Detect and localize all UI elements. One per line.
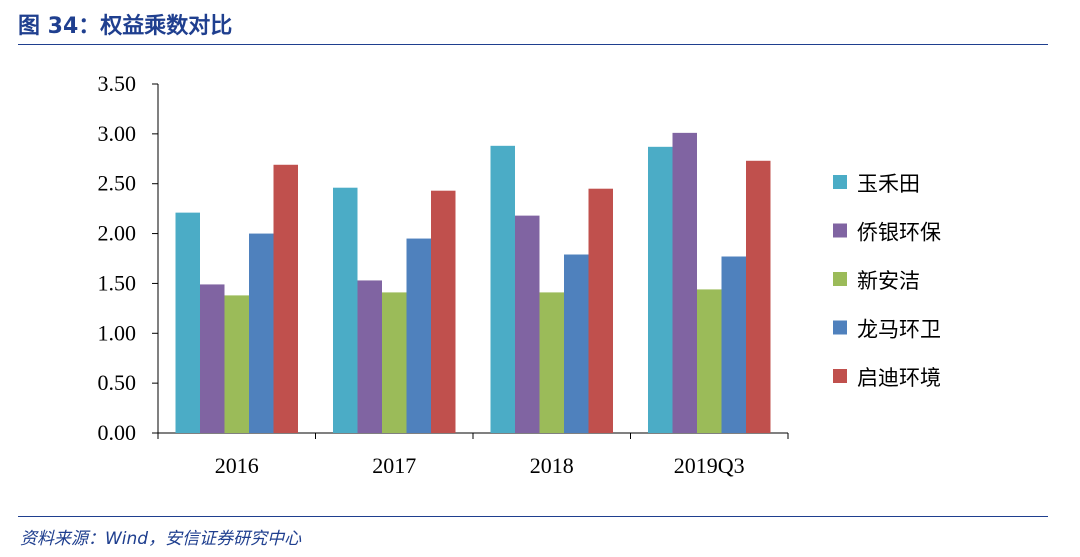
bar: [515, 215, 540, 433]
bar: [746, 160, 771, 433]
y-tick-label: 3.50: [98, 71, 137, 96]
bar: [431, 190, 456, 433]
legend-swatch: [833, 272, 847, 286]
title-divider: [18, 44, 1048, 45]
bar: [539, 292, 564, 433]
y-tick-label: 1.50: [98, 270, 137, 295]
bar: [249, 233, 274, 433]
bar: [672, 132, 697, 434]
legend-swatch: [833, 223, 847, 238]
bar: [648, 146, 673, 433]
bar: [333, 187, 358, 433]
y-tick-label: 2.50: [98, 171, 137, 196]
bar: [224, 295, 249, 433]
source-note: 资料来源：Wind，安信证券研究中心: [20, 529, 302, 549]
x-axis: 2016 2017 2018 2019Q3: [157, 432, 789, 478]
legend-swatch: [833, 320, 847, 335]
bar: [382, 292, 407, 433]
bar: [490, 145, 515, 433]
footer-divider: [18, 516, 1048, 517]
y-tick-label: 2.00: [98, 221, 137, 246]
bar: [697, 289, 722, 433]
x-tick-label: 2016: [215, 453, 259, 478]
figure-title: 图 34：权益乘数对比: [18, 14, 233, 39]
x-tick-label: 2018: [530, 453, 574, 478]
legend-swatch: [833, 369, 847, 383]
x-tick-label: 2019Q3: [674, 453, 745, 478]
bar: [588, 188, 613, 433]
y-tick-label: 3.00: [98, 121, 137, 146]
x-tick-label: 2017: [372, 453, 416, 478]
y-axis: 0.00 0.50 1.00 1.50 2.00 2.50 3.00 3.50: [98, 71, 159, 445]
bar: [273, 164, 298, 434]
legend-label: 新安洁: [857, 269, 920, 293]
bar: [721, 256, 746, 433]
y-tick-label: 1.00: [98, 320, 137, 345]
bar: [200, 284, 225, 433]
legend-label: 龙马环卫: [857, 318, 941, 342]
legend-label: 侨银环保: [857, 221, 941, 245]
legend-label: 玉禾田: [857, 172, 920, 196]
bar: [357, 280, 382, 433]
bar: [406, 238, 431, 433]
legend-swatch: [833, 175, 847, 189]
bar: [175, 212, 200, 433]
legend-label: 启迪环境: [857, 366, 941, 390]
y-tick-label: 0.50: [98, 370, 137, 395]
y-tick-label: 0.00: [98, 420, 137, 445]
bar: [564, 254, 589, 433]
bars: [175, 132, 771, 434]
